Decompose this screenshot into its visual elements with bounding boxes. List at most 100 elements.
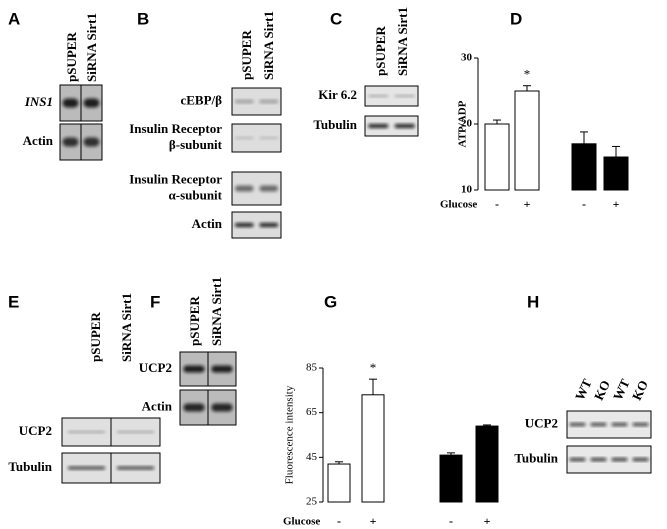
- row-label-line: cEBP/β: [180, 92, 222, 107]
- row-label-line: Tubulin: [313, 117, 357, 132]
- blot-band: [611, 423, 628, 426]
- row-label: Tubulin: [8, 459, 52, 474]
- x-tick-label: -: [449, 514, 453, 528]
- column-label: KO: [629, 378, 651, 403]
- row-label-line: UCP2: [139, 360, 172, 375]
- x-tick-label: -: [337, 514, 341, 528]
- blot-band: [67, 431, 106, 433]
- column-label: SiRNA Sirt1: [84, 13, 99, 82]
- blot-band: [62, 98, 79, 108]
- x-axis-label: Glucose: [283, 516, 320, 528]
- y-tick-label: 20: [461, 118, 473, 130]
- bar: [327, 463, 351, 503]
- blot-band: [368, 95, 389, 97]
- column-label: pSUPER: [239, 30, 254, 80]
- panel-letter: E: [8, 292, 19, 311]
- row-label-line: Kir 6.2: [318, 87, 357, 102]
- x-tick-label: +: [613, 197, 620, 211]
- panel-letter: C: [330, 9, 342, 28]
- column-label: KO: [591, 378, 613, 403]
- blot-band: [116, 431, 155, 433]
- row-label-line: UCP2: [525, 415, 558, 430]
- row-label: Kir 6.2: [318, 87, 357, 102]
- row-label-line: Tubulin: [8, 459, 52, 474]
- row-label-line: Tubulin: [514, 450, 558, 465]
- row-label: Actin: [192, 216, 223, 231]
- blot-band: [368, 124, 389, 128]
- blot-band: [394, 124, 415, 128]
- column-label: SiRNA Sirt1: [209, 277, 224, 346]
- blot-box: [364, 85, 419, 107]
- row-label: Tubulin: [313, 117, 357, 132]
- column-label: pSUPER: [88, 312, 103, 362]
- row-label: cEBP/β: [180, 92, 222, 107]
- x-tick-label: -: [582, 197, 586, 211]
- row-label-line: Actin: [23, 133, 54, 148]
- row-label: Tubulin: [514, 450, 558, 465]
- blot-band: [234, 223, 254, 227]
- bar: [475, 425, 499, 503]
- bar: [571, 143, 597, 191]
- row-label: UCP2: [525, 415, 558, 430]
- column-label: WT: [572, 376, 595, 402]
- row-label-line: INS1: [24, 94, 53, 109]
- blot-band: [234, 185, 254, 192]
- bar: [514, 90, 540, 191]
- panel-letter: D: [510, 9, 522, 28]
- y-tick-label: 25: [306, 496, 318, 508]
- blot-band: [211, 365, 233, 373]
- blot-band: [394, 95, 415, 97]
- row-label: Insulin Receptor β-subunit: [129, 121, 222, 152]
- column-label: WT: [610, 376, 633, 402]
- bar: [439, 454, 463, 503]
- row-label: Insulin Receptor α-subunit: [129, 171, 222, 202]
- blot-band: [590, 458, 607, 461]
- row-label-line: UCP2: [19, 423, 52, 438]
- blot-band: [259, 223, 279, 227]
- panel-letter: H: [527, 292, 539, 311]
- row-label: Actin: [142, 398, 173, 413]
- column-label: SiRNA Sirt1: [261, 11, 276, 80]
- blot-band: [62, 137, 79, 147]
- row-label-line: Actin: [142, 398, 173, 413]
- blot-band: [183, 403, 205, 412]
- column-label: SiRNA Sirt1: [395, 7, 410, 76]
- row-label: UCP2: [19, 423, 52, 438]
- annotation: *: [524, 67, 531, 82]
- blot-band: [611, 458, 628, 461]
- annotation: *: [370, 360, 377, 375]
- blot-band: [211, 403, 233, 412]
- panel-letter: B: [137, 9, 149, 28]
- bar: [603, 156, 629, 191]
- blot-band: [632, 458, 649, 461]
- column-label: SiRNA Sirt1: [119, 293, 134, 362]
- x-tick-label: +: [484, 514, 491, 528]
- x-tick-label: -: [495, 197, 499, 211]
- row-label-line: Insulin Receptor: [129, 171, 222, 186]
- blot-band: [569, 423, 586, 426]
- blot-band: [83, 137, 100, 147]
- y-axis-label: ATP/ADP: [457, 100, 469, 147]
- column-label: pSUPER: [187, 296, 202, 346]
- row-label: Actin: [23, 133, 54, 148]
- y-tick-label: 65: [306, 406, 318, 418]
- blot-band: [590, 423, 607, 426]
- y-tick-label: 10: [461, 184, 473, 196]
- row-label-line: Actin: [192, 216, 223, 231]
- blot-band: [632, 423, 649, 426]
- x-axis-label: Glucose: [440, 199, 477, 211]
- y-axis-label: Fluorescence intensity: [284, 385, 296, 484]
- x-tick-label: +: [524, 197, 531, 211]
- panel-letter: F: [150, 292, 160, 311]
- blot-band: [259, 100, 279, 103]
- row-label-line: Insulin Receptor: [129, 121, 222, 136]
- blot-band: [569, 458, 586, 461]
- blot-band: [183, 365, 205, 373]
- column-label: pSUPER: [373, 26, 388, 76]
- row-label: INS1: [24, 94, 53, 109]
- blot-band: [83, 98, 100, 108]
- bar: [484, 123, 510, 191]
- row-label: UCP2: [139, 360, 172, 375]
- bar: [361, 394, 385, 503]
